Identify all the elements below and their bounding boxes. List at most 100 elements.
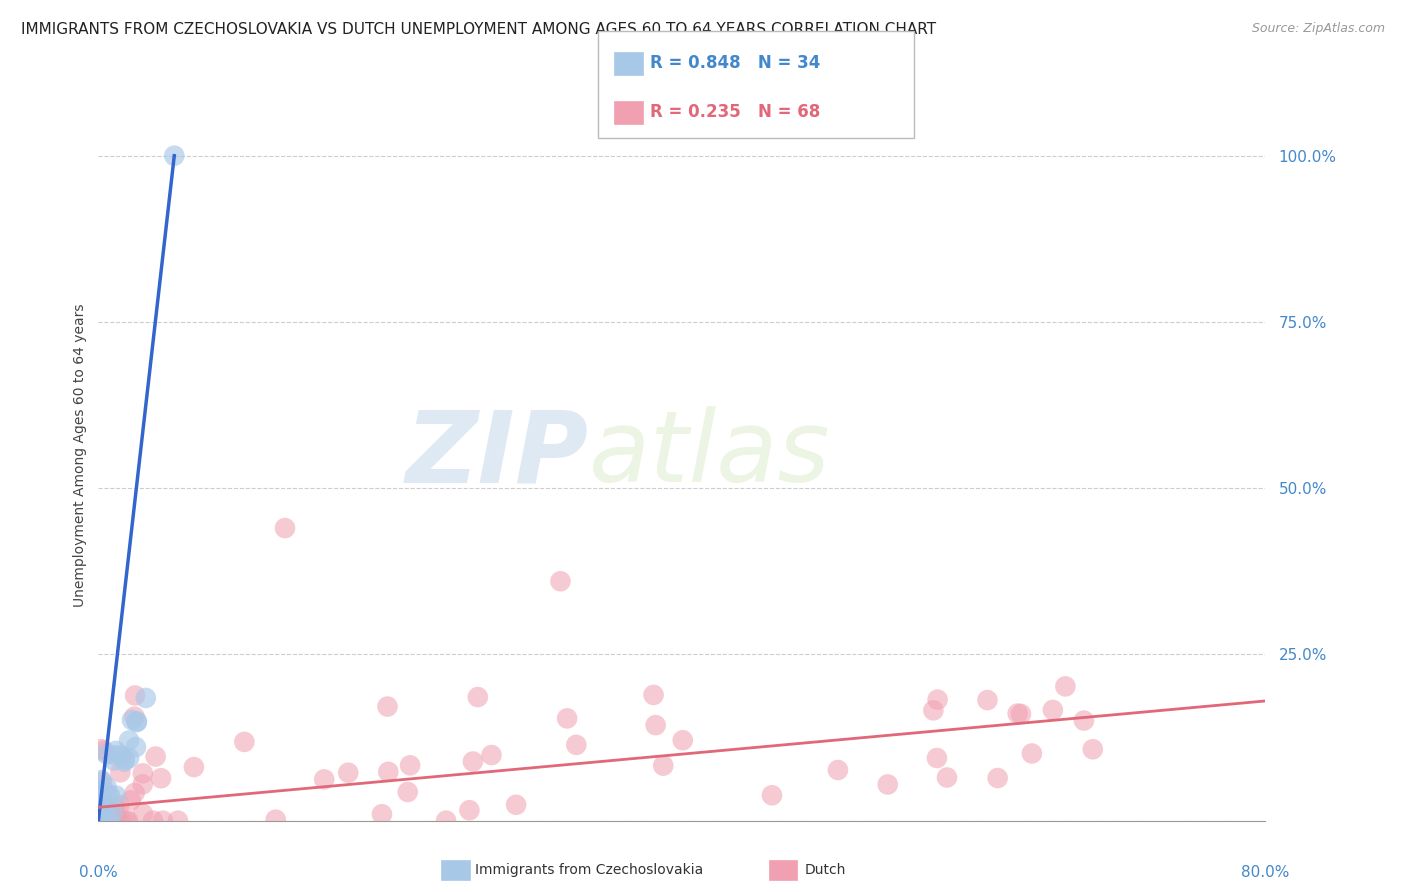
Point bbox=[89, 814, 111, 828]
Point bbox=[643, 688, 665, 702]
Point bbox=[89, 814, 111, 828]
Point bbox=[976, 693, 998, 707]
Point bbox=[93, 799, 115, 814]
Point bbox=[103, 754, 125, 768]
Point bbox=[125, 714, 148, 729]
Point bbox=[89, 803, 111, 817]
Point bbox=[114, 752, 136, 766]
Point bbox=[131, 777, 153, 791]
Point bbox=[104, 800, 127, 814]
Text: atlas: atlas bbox=[589, 407, 830, 503]
Point bbox=[481, 747, 503, 762]
Point bbox=[124, 709, 146, 723]
Point bbox=[110, 748, 132, 763]
Point bbox=[936, 771, 959, 785]
Point bbox=[1007, 706, 1029, 721]
Point bbox=[101, 805, 124, 820]
Point bbox=[145, 749, 167, 764]
Point bbox=[550, 574, 572, 589]
Point bbox=[104, 814, 127, 828]
Point bbox=[827, 763, 849, 777]
Point bbox=[396, 785, 419, 799]
Point bbox=[135, 690, 157, 705]
Point bbox=[644, 718, 666, 732]
Point bbox=[987, 771, 1010, 785]
Point bbox=[1042, 703, 1064, 717]
Point bbox=[125, 715, 148, 730]
Point bbox=[672, 733, 695, 747]
Point bbox=[1073, 714, 1095, 728]
Point bbox=[87, 782, 110, 797]
Text: Immigrants from Czechoslovakia: Immigrants from Czechoslovakia bbox=[475, 863, 703, 877]
Point bbox=[105, 806, 128, 821]
Point bbox=[105, 789, 128, 803]
Point bbox=[91, 775, 114, 789]
Point bbox=[555, 711, 578, 725]
Point bbox=[876, 777, 898, 791]
Point bbox=[434, 814, 457, 828]
Point bbox=[150, 771, 173, 785]
Point bbox=[163, 149, 186, 163]
Point bbox=[104, 744, 127, 758]
Point bbox=[90, 788, 112, 802]
Point bbox=[110, 765, 132, 780]
Text: IMMIGRANTS FROM CZECHOSLOVAKIA VS DUTCH UNEMPLOYMENT AMONG AGES 60 TO 64 YEARS C: IMMIGRANTS FROM CZECHOSLOVAKIA VS DUTCH … bbox=[21, 22, 936, 37]
Point bbox=[652, 758, 675, 772]
Text: Dutch: Dutch bbox=[804, 863, 845, 877]
Point bbox=[183, 760, 205, 774]
Point bbox=[97, 787, 120, 801]
Point bbox=[120, 793, 142, 807]
Point bbox=[93, 797, 115, 812]
Point bbox=[565, 738, 588, 752]
Point bbox=[761, 789, 783, 803]
Point bbox=[337, 765, 360, 780]
Point bbox=[90, 773, 112, 788]
Point bbox=[264, 813, 287, 827]
Point bbox=[94, 801, 117, 815]
Point bbox=[399, 758, 422, 772]
Point bbox=[458, 803, 481, 817]
Point bbox=[1021, 747, 1043, 761]
Point bbox=[89, 814, 111, 828]
Point bbox=[132, 806, 155, 821]
Point bbox=[89, 792, 111, 806]
Point bbox=[1010, 706, 1032, 721]
Point bbox=[103, 747, 125, 762]
Point bbox=[377, 699, 399, 714]
Point bbox=[87, 814, 110, 828]
Text: 0.0%: 0.0% bbox=[79, 864, 118, 880]
Point bbox=[98, 789, 121, 803]
Point bbox=[89, 797, 111, 812]
Point bbox=[142, 814, 165, 828]
Point bbox=[96, 780, 118, 794]
Point bbox=[91, 804, 114, 818]
Point bbox=[96, 747, 118, 761]
Point bbox=[118, 751, 141, 765]
Point bbox=[115, 814, 138, 828]
Text: R = 0.848   N = 34: R = 0.848 N = 34 bbox=[650, 54, 820, 72]
Point bbox=[377, 764, 399, 779]
Point bbox=[124, 689, 146, 703]
Point bbox=[1054, 679, 1077, 693]
Point bbox=[124, 786, 146, 800]
Text: R = 0.235   N = 68: R = 0.235 N = 68 bbox=[650, 103, 820, 121]
Point bbox=[371, 807, 394, 822]
Point bbox=[90, 742, 112, 756]
Point bbox=[925, 751, 948, 765]
Point bbox=[107, 814, 129, 828]
Point bbox=[98, 814, 121, 828]
Point bbox=[112, 755, 135, 769]
Point bbox=[93, 744, 115, 758]
Point bbox=[1081, 742, 1104, 756]
Point bbox=[461, 755, 484, 769]
Text: 80.0%: 80.0% bbox=[1241, 864, 1289, 880]
Text: ZIP: ZIP bbox=[405, 407, 589, 503]
Text: Source: ZipAtlas.com: Source: ZipAtlas.com bbox=[1251, 22, 1385, 36]
Point bbox=[467, 690, 489, 704]
Point bbox=[125, 740, 148, 755]
Point bbox=[922, 703, 945, 717]
Point bbox=[108, 797, 131, 812]
Point bbox=[89, 799, 111, 814]
Point bbox=[111, 814, 134, 828]
Point bbox=[152, 814, 174, 828]
